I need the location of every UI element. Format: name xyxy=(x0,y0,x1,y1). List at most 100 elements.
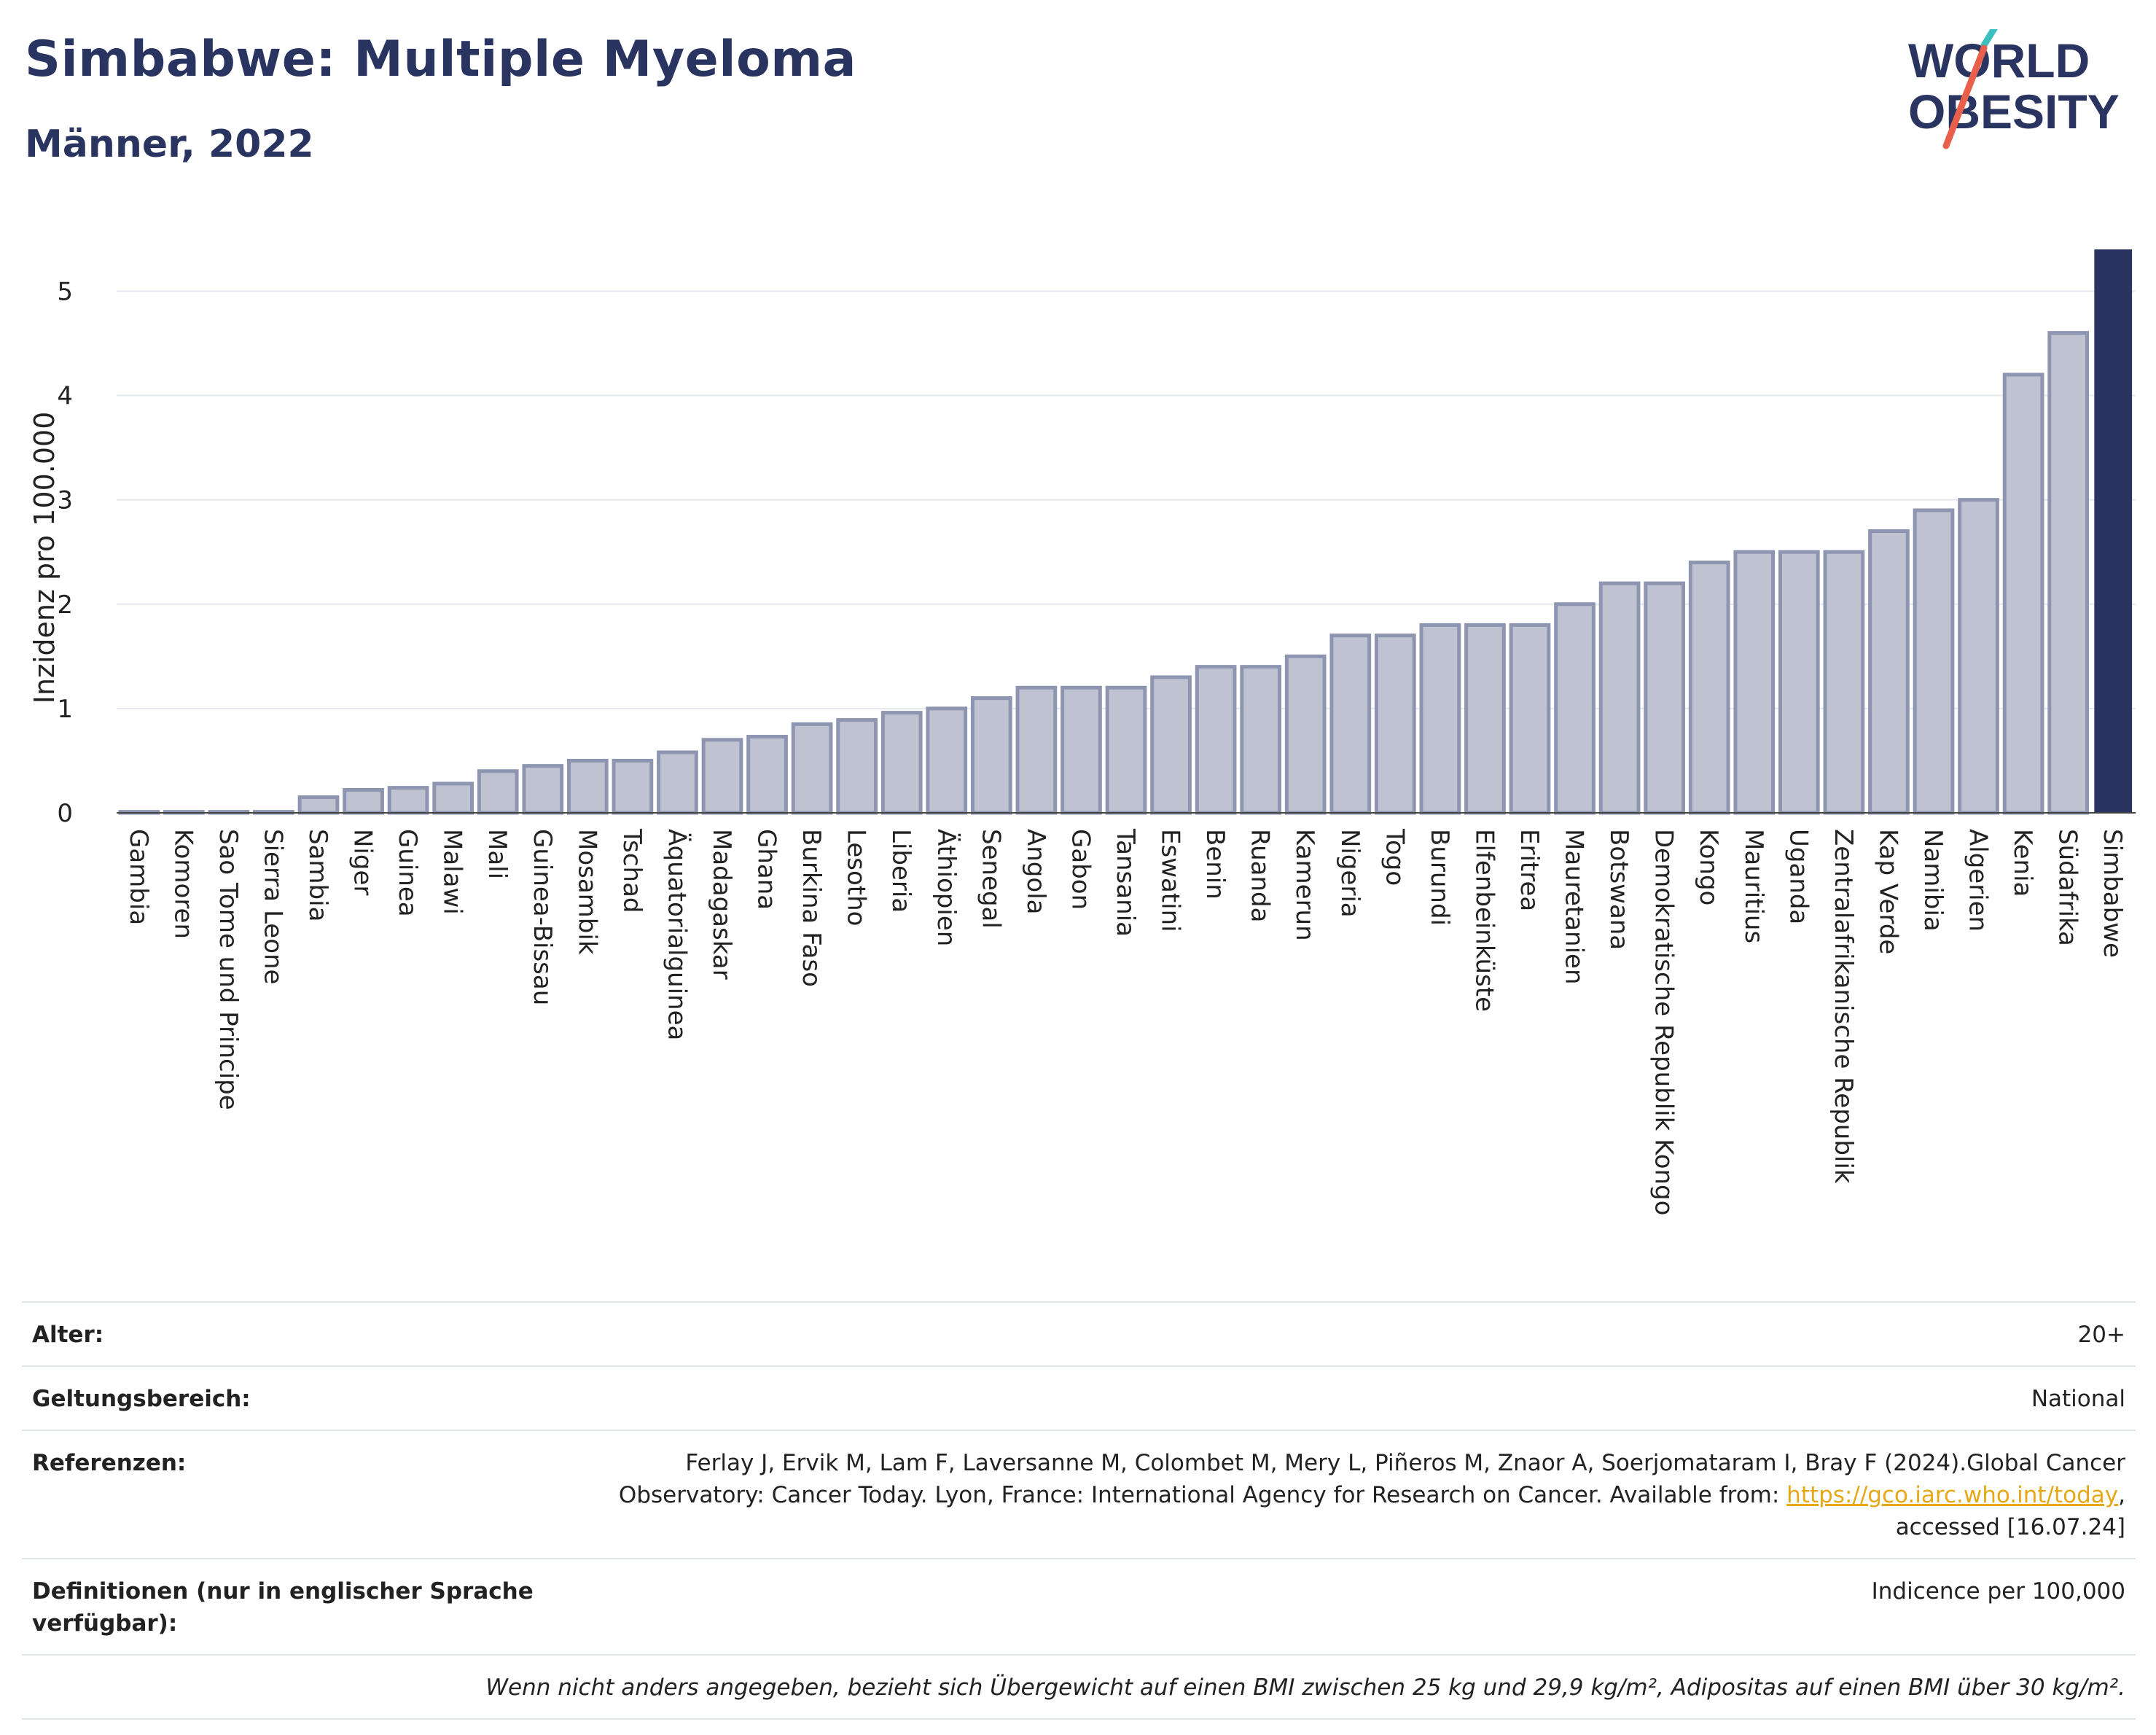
age-row: Alter: 20+ xyxy=(22,1301,2136,1365)
bar-zentralafrikanische-republik xyxy=(1823,550,1865,815)
bar-elfenbeinküste xyxy=(1464,623,1506,815)
bar-madagaskar xyxy=(701,738,743,815)
bar-guinea xyxy=(387,786,429,815)
definitions-value: Indicence per 100,000 xyxy=(1871,1578,2125,1605)
note-row: Wenn nicht anders angegeben, bezieht sic… xyxy=(22,1654,2136,1720)
bar-uganda xyxy=(1778,550,1820,815)
logo-slash-red xyxy=(1942,44,1988,149)
x-tick-label: Ghana xyxy=(752,829,781,910)
bar-malawi xyxy=(432,781,474,815)
definitions-row: Definitionen (nur in englischer Sprache … xyxy=(22,1558,2136,1654)
x-tick-label: Zentralafrikanische Republik xyxy=(1829,829,1858,1184)
x-tick-label: Kenia xyxy=(2008,829,2037,897)
references-text-1: Ferlay J, Ervik M, Lam F, Laversanne M, … xyxy=(618,1450,2125,1508)
x-tick-label: Eritrea xyxy=(1515,829,1544,911)
x-tick-label: Ruanda xyxy=(1246,829,1275,922)
bar-ruanda xyxy=(1240,665,1282,815)
bmi-note: Wenn nicht anders angegeben, bezieht sic… xyxy=(485,1674,2125,1701)
x-tick-label: Gambia xyxy=(124,829,153,925)
x-tick-label: Sao Tome und Principe xyxy=(214,829,243,1110)
bar-demokratische-republik-kongo xyxy=(1644,581,1686,815)
x-tick-label: Togo xyxy=(1380,828,1409,886)
x-tick-label: Äthiopien xyxy=(931,829,961,946)
bar-tansania xyxy=(1105,685,1147,815)
x-tick-label: Angola xyxy=(1021,829,1050,914)
bar-botswana xyxy=(1598,581,1641,815)
x-tick-label: Demokratische Republik Kongo xyxy=(1649,829,1679,1215)
x-tick-label: Burundi xyxy=(1425,829,1454,926)
y-tick-label: 1 xyxy=(57,695,73,724)
x-tick-label: Benin xyxy=(1200,829,1230,900)
bar-liberia xyxy=(880,711,923,815)
x-tick-label: Kamerun xyxy=(1290,829,1319,941)
bar-chart: 0 1 2 3 4 5 Gambia Komoren Sao Tome und Princip… xyxy=(28,249,2136,1215)
logo-line-1: WORLD xyxy=(1908,34,2090,87)
x-tick-label: Tschad xyxy=(617,828,647,913)
bar-nigeria xyxy=(1329,633,1372,815)
references-value: Ferlay J, Ervik M, Lam F, Laversanne M, … xyxy=(595,1447,2125,1543)
x-tick-label: Uganda xyxy=(1784,829,1813,924)
bar-eswatini xyxy=(1150,675,1192,815)
x-tick-label: Guinea-Bissau xyxy=(528,829,557,1005)
x-tick-label: Kongo xyxy=(1694,829,1723,905)
bar-sambia xyxy=(297,795,340,815)
references-link[interactable]: https://gco.iarc.who.int/today xyxy=(1786,1482,2119,1508)
bar-algerien xyxy=(1958,498,1999,815)
x-tick-label: Namibia xyxy=(1918,829,1948,932)
y-tick-label: 5 xyxy=(57,277,73,306)
x-tick-label: Simbabwe xyxy=(2098,829,2127,958)
bar-burundi xyxy=(1419,623,1461,815)
references-label: Referenzen: xyxy=(32,1450,187,1476)
x-tick-label: Tansania xyxy=(1111,828,1140,937)
y-tick-label: 2 xyxy=(57,590,73,620)
x-tick-label: Sambia xyxy=(303,829,332,921)
x-tick-label: Mosambik xyxy=(572,829,601,955)
x-tick-label: Burkina Faso xyxy=(797,829,826,987)
x-tick-label: Senegal xyxy=(976,829,1005,929)
bar-kenia xyxy=(2002,373,2044,815)
bar-mauritius xyxy=(1733,550,1776,815)
x-axis-labels: Gambia Komoren Sao Tome und Principe Sierra… xyxy=(124,828,2127,1215)
x-tick-label: Nigeria xyxy=(1335,829,1364,918)
y-axis-label: Inzidenz pro 100.000 xyxy=(28,412,60,704)
x-tick-label: Niger xyxy=(348,829,378,895)
bar-äthiopien xyxy=(926,706,968,815)
bar-benin xyxy=(1195,665,1237,815)
logo-line-2: OBESITY xyxy=(1908,85,2120,139)
bar-angola xyxy=(1015,685,1058,815)
bar-burkina-faso xyxy=(791,722,833,815)
definitions-label: Definitionen (nur in englischer Sprache … xyxy=(32,1578,534,1637)
page-title: Simbabwe: Multiple Myeloma xyxy=(25,31,857,88)
logo-slash-teal xyxy=(1980,29,1998,49)
y-tick-label: 0 xyxy=(57,799,73,828)
bar-senegal xyxy=(970,696,1012,815)
bar-niger xyxy=(343,788,384,815)
info-table: Alter: 20+ Geltungsbereich: National Ref… xyxy=(22,1301,2136,1720)
x-tick-label: Mauritius xyxy=(1739,829,1768,943)
y-tick-label: 4 xyxy=(57,382,73,411)
x-tick-label: Gabon xyxy=(1066,829,1095,910)
bar-südafrika xyxy=(2047,331,2090,815)
world-obesity-logo: WORLD OBESITY xyxy=(1908,29,2120,149)
x-tick-label: Eswatini xyxy=(1156,829,1185,932)
x-tick-label: Malawi xyxy=(438,829,467,915)
x-tick-label: Guinea xyxy=(393,829,422,917)
age-label: Alter: xyxy=(32,1322,104,1348)
x-tick-label: Lesotho xyxy=(842,829,871,926)
bar-äquatorialguinea xyxy=(657,750,698,815)
x-tick-label: Mali xyxy=(483,829,512,879)
x-tick-label: Sierra Leone xyxy=(258,829,287,984)
bar-mauretanien xyxy=(1554,602,1595,815)
bar-kongo xyxy=(1688,561,1730,815)
bar-mali xyxy=(477,769,519,815)
bar-ghana xyxy=(746,735,788,815)
x-tick-label: Südafrika xyxy=(2053,829,2082,946)
y-tick-label: 3 xyxy=(57,486,73,515)
x-tick-label: Botswana xyxy=(1604,829,1633,950)
bar-simbabwe xyxy=(2094,249,2133,813)
x-tick-label: Kap Verde xyxy=(1873,829,1902,954)
bar-kamerun xyxy=(1284,654,1327,815)
bar-lesotho xyxy=(836,718,878,815)
x-tick-label: Komoren xyxy=(168,829,198,939)
age-value: 20+ xyxy=(2077,1322,2125,1348)
